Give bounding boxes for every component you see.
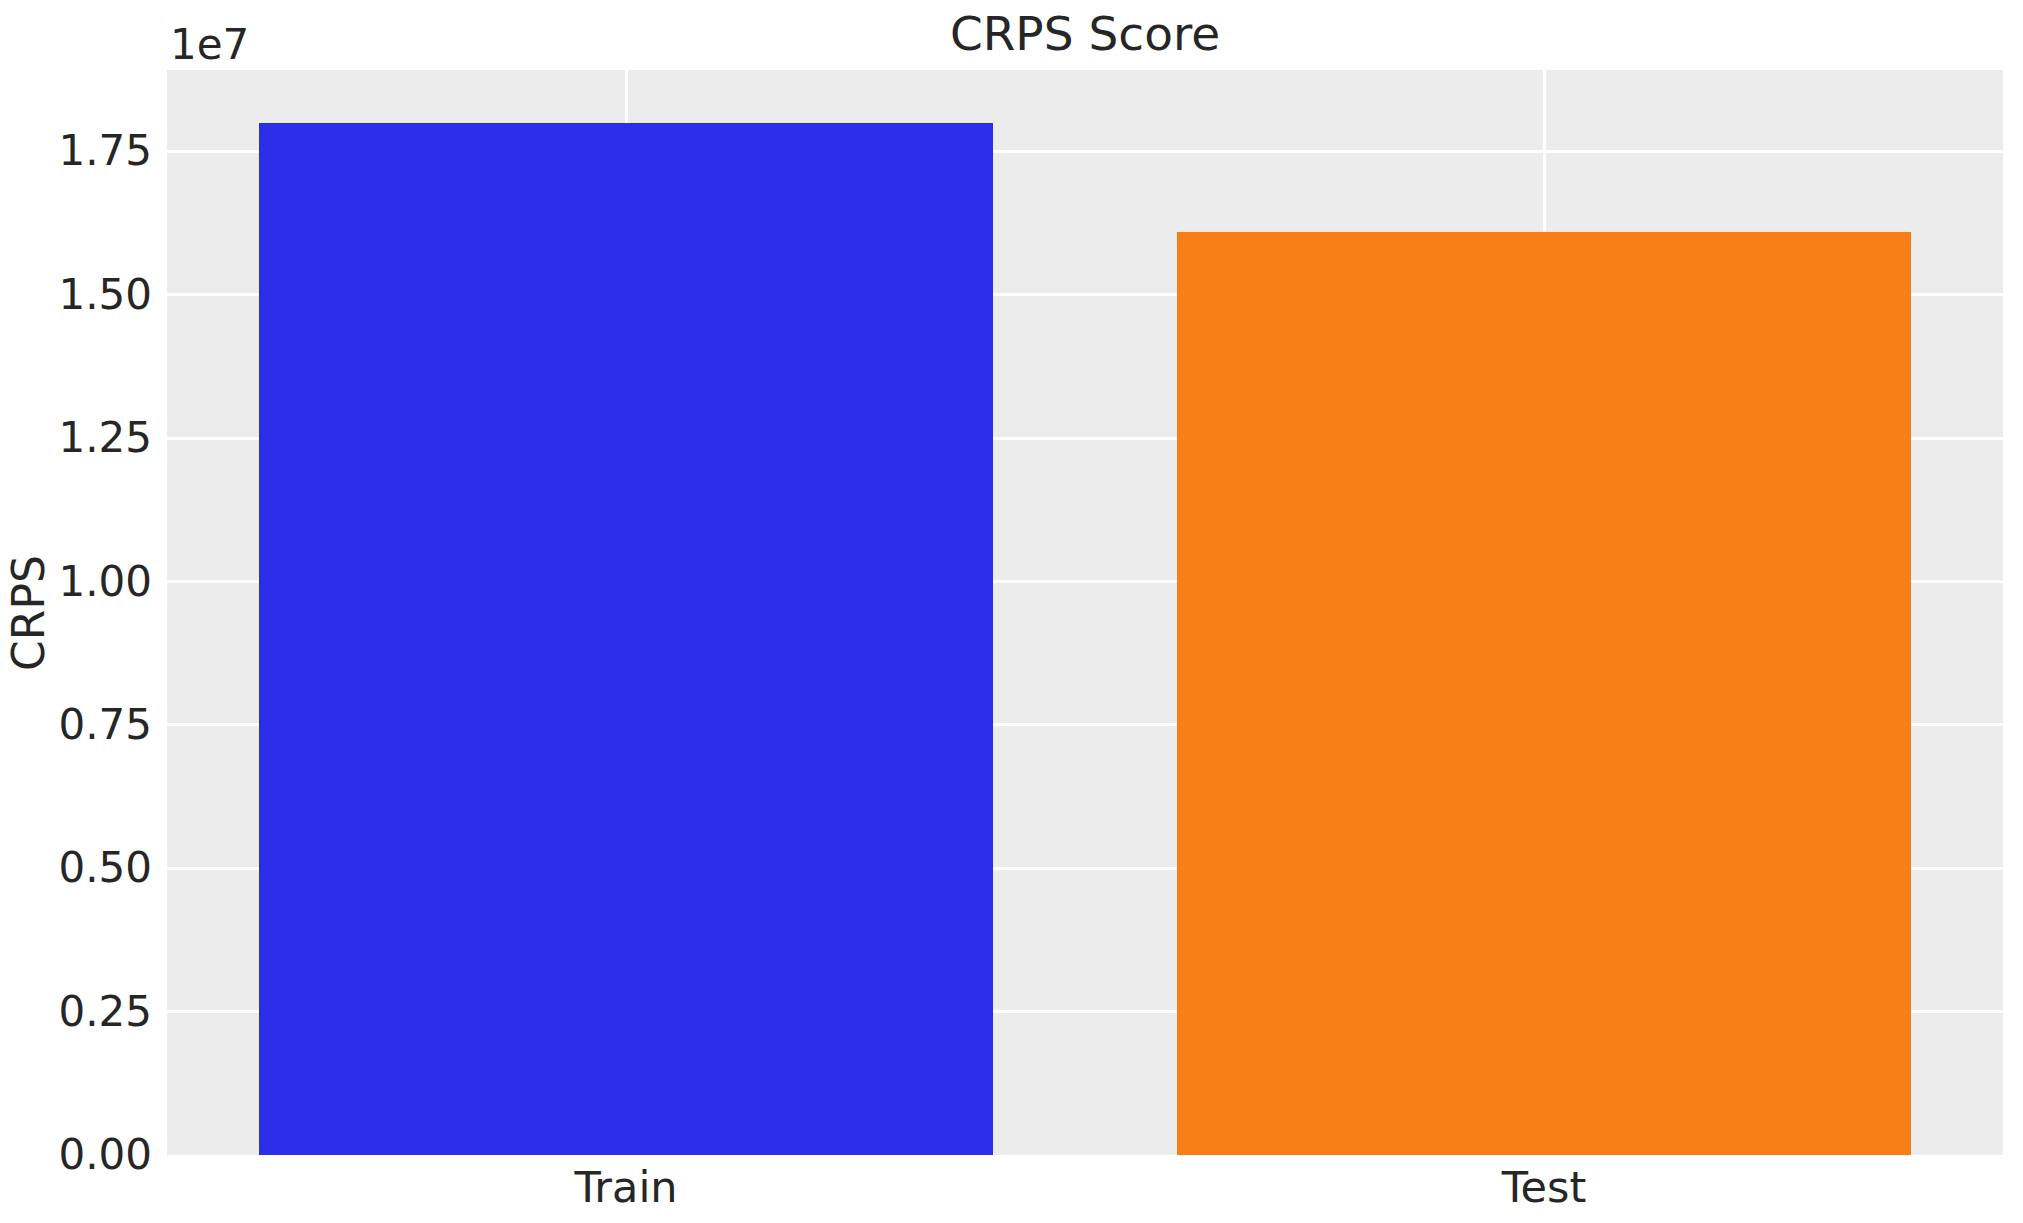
chart-title: CRPS Score [167, 6, 2003, 62]
y-tick-label: 0.25 [58, 991, 152, 1033]
y-tick-label: 1.50 [58, 274, 152, 316]
y-tick-label: 1.25 [58, 417, 152, 459]
bar-test [1177, 232, 1911, 1155]
y-axis-offset-label: 1e7 [170, 24, 249, 66]
y-tick-label: 1.75 [58, 130, 152, 172]
x-tick-label-test: Test [1502, 1166, 1587, 1209]
y-tick-label: 0.50 [58, 847, 152, 889]
bar-train [259, 123, 993, 1155]
plot-area [167, 70, 2003, 1155]
y-tick-label: 1.00 [58, 561, 152, 603]
y-tick-label: 0.75 [58, 704, 152, 746]
y-axis-tick-labels: 0.000.250.500.751.001.251.501.75 [0, 70, 152, 1155]
x-tick-label-train: Train [574, 1166, 677, 1209]
x-axis-tick-labels: Train Test [167, 1166, 2003, 1221]
y-tick-label: 0.00 [58, 1134, 152, 1176]
chart-figure: CRPS Score 1e7 CRPS 0.000.250.500.751.00… [0, 0, 2023, 1223]
